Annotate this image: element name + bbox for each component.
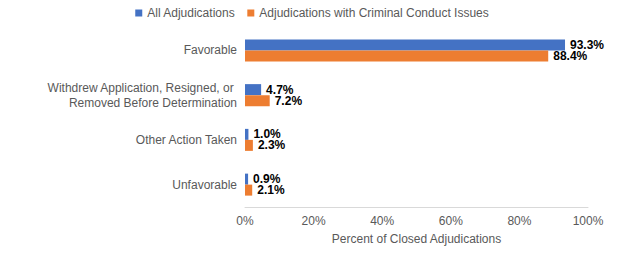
svg-text:0.9%: 0.9% bbox=[253, 172, 281, 187]
svg-text:2.1%: 2.1% bbox=[257, 183, 285, 197]
svg-text:Favorable: Favorable bbox=[184, 43, 238, 57]
svg-text:4.7%: 4.7% bbox=[266, 82, 294, 97]
svg-text:0%: 0% bbox=[236, 214, 254, 228]
svg-text:80%: 80% bbox=[507, 214, 531, 228]
svg-text:Removed Before Determination: Removed Before Determination bbox=[69, 96, 237, 110]
svg-text:Adjudications with Criminal Co: Adjudications with Criminal Conduct Issu… bbox=[259, 6, 488, 20]
svg-text:100%: 100% bbox=[573, 214, 604, 228]
svg-text:1.0%: 1.0% bbox=[253, 127, 281, 142]
svg-text:2.3%: 2.3% bbox=[258, 138, 286, 152]
svg-text:20%: 20% bbox=[302, 214, 326, 228]
svg-text:All Adjudications: All Adjudications bbox=[147, 6, 234, 20]
svg-text:93.3%: 93.3% bbox=[570, 37, 605, 52]
svg-text:40%: 40% bbox=[370, 214, 394, 228]
svg-text:88.4%: 88.4% bbox=[553, 49, 587, 63]
svg-text:7.2%: 7.2% bbox=[275, 94, 303, 108]
svg-text:Percent of Closed Adjudication: Percent of Closed Adjudications bbox=[332, 232, 501, 246]
svg-text:Other Action Taken: Other Action Taken bbox=[136, 133, 237, 147]
svg-text:Unfavorable: Unfavorable bbox=[172, 178, 237, 192]
svg-text:Withdrew Application, Resigned: Withdrew Application, Resigned, or bbox=[48, 81, 237, 95]
svg-text:60%: 60% bbox=[439, 214, 463, 228]
